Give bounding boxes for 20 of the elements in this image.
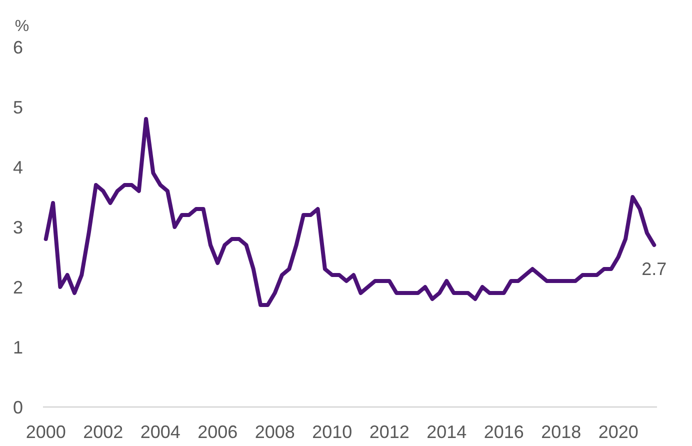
y-tick-label: 5 bbox=[12, 97, 23, 118]
x-tick-label: 2004 bbox=[140, 422, 180, 442]
x-tick-label: 2010 bbox=[312, 422, 352, 442]
x-tick-label: 2008 bbox=[254, 422, 295, 442]
y-tick-label: 2 bbox=[12, 277, 23, 298]
x-tick-label: 2018 bbox=[541, 422, 582, 442]
x-tick-label: 2012 bbox=[369, 422, 410, 442]
x-tick-label: 2014 bbox=[426, 422, 467, 442]
y-tick-label: 0 bbox=[12, 397, 23, 418]
y-tick-label: 1 bbox=[12, 337, 23, 358]
x-tick-label: 2006 bbox=[198, 422, 238, 442]
y-axis-title: % bbox=[14, 18, 30, 35]
y-tick-label: 4 bbox=[12, 157, 23, 178]
annotation: 2.7 bbox=[642, 259, 667, 279]
x-tick-label: 2000 bbox=[26, 422, 66, 442]
x-tick-label: 2020 bbox=[598, 422, 638, 442]
y-tick-label: 6 bbox=[12, 37, 23, 58]
x-tick-label: 2002 bbox=[83, 422, 124, 442]
y-tick-label: 3 bbox=[12, 217, 23, 238]
x-tick-label: 2016 bbox=[484, 422, 524, 442]
